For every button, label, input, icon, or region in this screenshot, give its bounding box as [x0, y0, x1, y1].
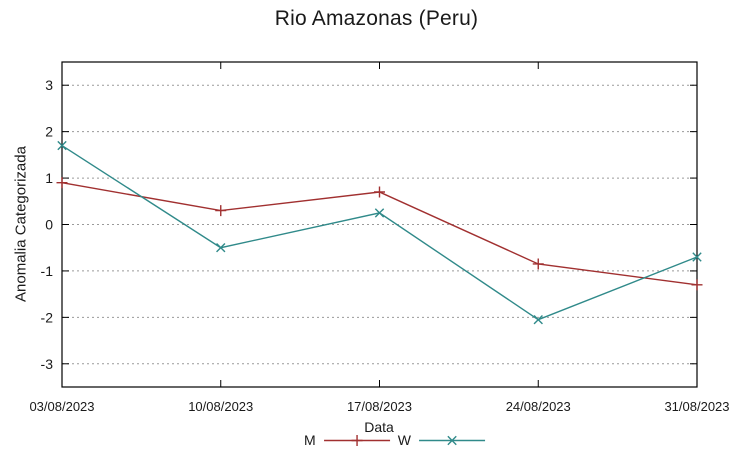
legend-line-sample-m: [323, 434, 390, 446]
plot-border: [61, 61, 698, 388]
y-tick-label: 1: [45, 170, 53, 186]
y-tick-label: 2: [45, 124, 53, 140]
data-point-marker-M: [374, 186, 385, 198]
y-tick-label: -2: [41, 309, 54, 325]
x-tick-label: 24/08/2023: [506, 399, 571, 414]
data-point-marker-W: [374, 208, 385, 218]
legend-sample-marker-M: [351, 434, 363, 446]
y-axis-label: Anomalia Categorizada: [12, 146, 30, 302]
x-axis-label: Data: [364, 419, 394, 435]
data-point-marker-W: [57, 140, 67, 151]
data-point-marker-W: [692, 252, 702, 262]
series-line-M: [61, 182, 698, 286]
data-point-marker-W: [216, 243, 226, 253]
data-point-marker-M: [56, 177, 68, 189]
legend-line-sample-w: [418, 435, 485, 445]
y-tick-label: -3: [41, 356, 54, 372]
x-tick-label: 31/08/2023: [664, 399, 729, 414]
data-point-marker-M: [691, 279, 703, 291]
legend-label-w: W: [397, 432, 411, 448]
legend: M W: [304, 432, 486, 448]
data-point-marker-M: [215, 205, 227, 217]
y-tick-label: 3: [45, 77, 53, 93]
series-line-W: [61, 144, 698, 321]
y-tick-label: -1: [41, 263, 54, 279]
x-tick-label: 17/08/2023: [347, 399, 412, 414]
chart-title: Rio Amazonas (Peru): [274, 7, 479, 30]
x-tick-label: 10/08/2023: [188, 399, 253, 414]
x-tick-label: 03/08/2023: [29, 399, 94, 414]
legend-sample-marker-W: [447, 435, 457, 445]
legend-label-m: M: [304, 432, 316, 448]
y-tick-label: 0: [45, 217, 53, 233]
data-point-marker-M: [532, 258, 544, 270]
data-point-marker-W: [533, 314, 543, 325]
